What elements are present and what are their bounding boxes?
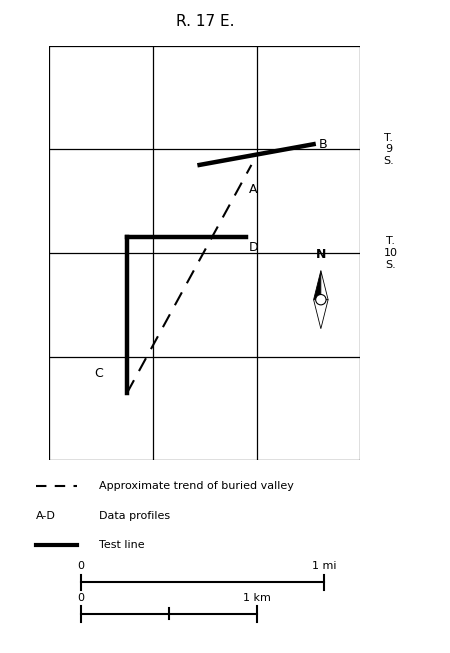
Text: N: N [315,248,326,261]
Text: T.
10
S.: T. 10 S. [383,236,397,270]
Text: 1 km: 1 km [243,593,270,603]
Polygon shape [314,300,328,328]
Text: B: B [319,138,328,151]
Polygon shape [321,270,328,300]
Text: D: D [248,240,258,253]
Polygon shape [314,270,321,300]
Text: 0: 0 [77,562,85,571]
Text: Test line: Test line [99,540,144,550]
Text: 1 mi: 1 mi [312,562,336,571]
Text: Approximate trend of buried valley: Approximate trend of buried valley [99,481,294,492]
Text: R. 17 E.: R. 17 E. [176,14,234,29]
Text: A-D: A-D [36,511,56,521]
Text: 0: 0 [77,593,85,603]
Text: C: C [94,367,103,380]
Text: A: A [249,183,258,195]
Text: Data profiles: Data profiles [99,511,170,521]
Circle shape [315,295,326,305]
Text: T.
9
S.: T. 9 S. [383,133,394,166]
